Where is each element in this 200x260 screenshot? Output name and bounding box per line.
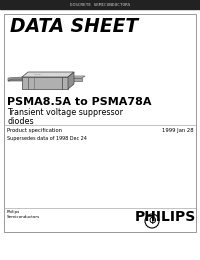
Text: Supersedes data of 1998 Dec 24: Supersedes data of 1998 Dec 24	[7, 136, 87, 141]
Polygon shape	[68, 78, 82, 81]
Text: 1999 Jan 28: 1999 Jan 28	[162, 128, 194, 133]
Polygon shape	[68, 76, 85, 78]
Text: DATA SHEET: DATA SHEET	[10, 17, 138, 36]
Polygon shape	[22, 72, 74, 77]
Text: diodes: diodes	[7, 117, 34, 126]
Polygon shape	[8, 77, 22, 81]
Text: PSMA8.5A to PSMA78A: PSMA8.5A to PSMA78A	[7, 97, 152, 107]
Text: DISCRETE SEMICONDUCTORS: DISCRETE SEMICONDUCTORS	[70, 3, 130, 6]
Text: Product specification: Product specification	[7, 128, 62, 133]
Text: PHILIPS: PHILIPS	[135, 210, 196, 224]
Text: Transient voltage suppressor: Transient voltage suppressor	[7, 108, 123, 117]
Bar	[4, 14, 196, 232]
Text: Φ: Φ	[148, 216, 156, 226]
Text: Philips
Semiconductors: Philips Semiconductors	[7, 210, 40, 219]
Polygon shape	[22, 77, 68, 89]
Polygon shape	[8, 79, 25, 81]
Bar	[0, 0, 200, 9]
Polygon shape	[68, 72, 74, 89]
